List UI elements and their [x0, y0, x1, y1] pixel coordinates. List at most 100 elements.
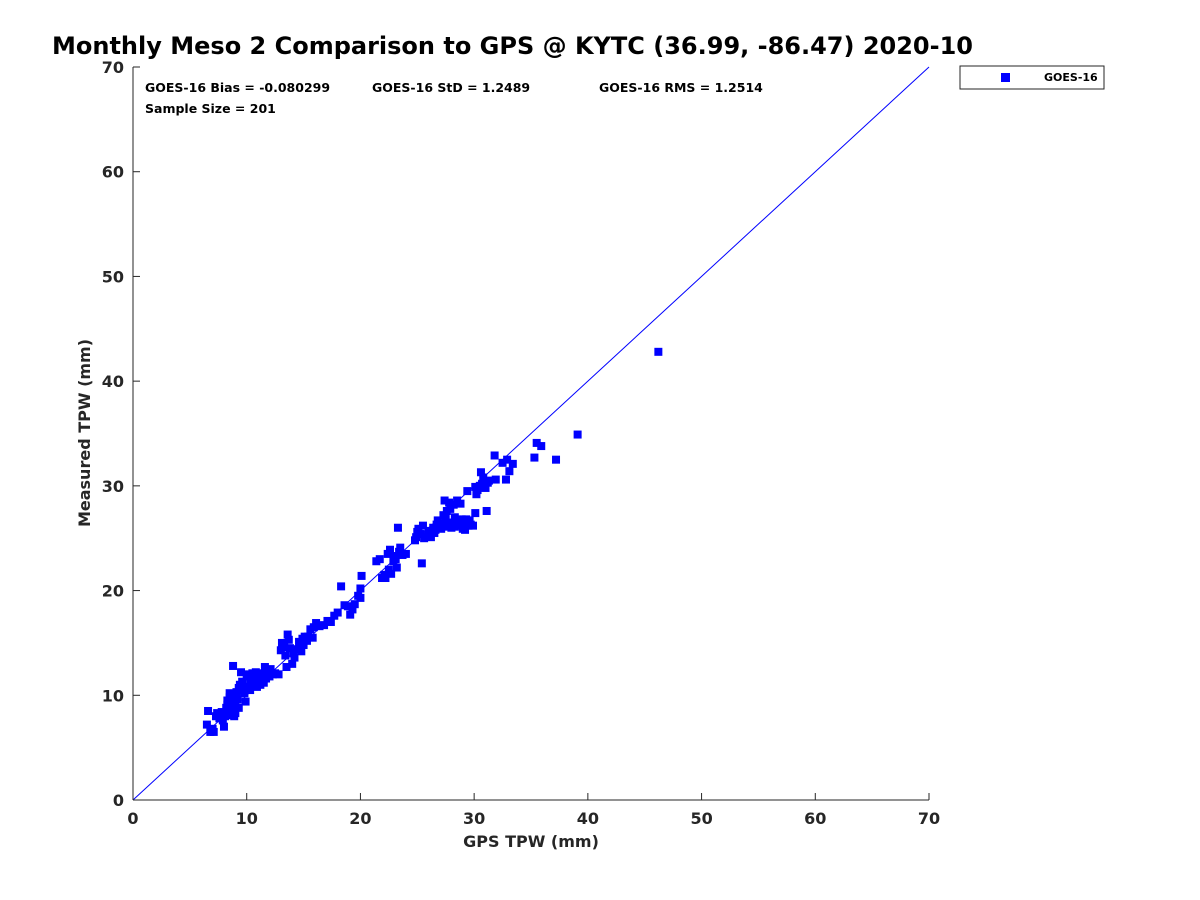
data-point: [445, 498, 454, 507]
data-point: [277, 638, 286, 647]
y-tick-label: 70: [102, 58, 124, 77]
x-tick-label: 60: [804, 809, 826, 828]
data-point: [243, 670, 252, 679]
data-point: [231, 709, 240, 718]
x-tick-label: 70: [918, 809, 940, 828]
data-point: [473, 486, 482, 495]
y-tick-label: 60: [102, 163, 124, 182]
data-point: [259, 678, 268, 687]
data-point: [226, 705, 235, 714]
y-axis: 0 10 20 30 40 50 60 70: [102, 58, 140, 810]
data-point: [422, 532, 431, 541]
data-point: [471, 509, 480, 518]
data-point: [343, 602, 352, 611]
data-point: [441, 513, 450, 522]
data-point: [240, 689, 249, 698]
legend-box: [959, 65, 1105, 90]
data-point: [234, 703, 243, 712]
data-point: [412, 533, 421, 542]
data-point: [337, 582, 346, 591]
data-point: [481, 483, 490, 492]
data-point: [449, 500, 458, 509]
data-point: [414, 524, 423, 533]
data-point: [333, 608, 342, 617]
data-point: [297, 647, 306, 656]
data-point: [348, 605, 357, 614]
x-tick-label: 0: [127, 809, 138, 828]
data-point: [304, 632, 313, 641]
data-point: [289, 649, 298, 658]
data-point: [440, 496, 449, 505]
data-point: [356, 584, 365, 593]
data-point: [463, 487, 472, 496]
data-point: [479, 473, 488, 482]
data-point: [233, 695, 242, 704]
data-point: [285, 644, 294, 653]
data-point: [260, 663, 269, 672]
data-point: [217, 708, 226, 717]
data-point: [457, 515, 466, 524]
data-point: [503, 455, 512, 464]
data-point: [450, 513, 459, 522]
y-axis-label: Measured TPW (mm): [75, 339, 94, 527]
data-point: [258, 669, 267, 678]
data-point: [491, 475, 500, 484]
data-point: [391, 555, 400, 564]
data-point: [282, 663, 291, 672]
y-tick-label: 0: [113, 791, 124, 810]
data-point: [356, 593, 365, 602]
y-tick-label: 30: [102, 477, 124, 496]
data-point: [225, 693, 234, 702]
data-point: [308, 633, 317, 642]
data-point: [384, 565, 393, 574]
data-point: [238, 677, 247, 686]
data-point: [281, 651, 290, 660]
data-point: [346, 610, 355, 619]
x-tick-label: 10: [236, 809, 258, 828]
data-point: [249, 674, 258, 683]
x-tick-label: 40: [577, 809, 599, 828]
data-point: [383, 549, 392, 558]
data-point: [350, 600, 359, 609]
data-point: [302, 636, 311, 645]
data-point: [357, 571, 366, 580]
sample-size-annotation: Sample Size = 201: [145, 101, 276, 116]
data-point: [482, 506, 491, 515]
data-point: [424, 526, 433, 535]
data-point: [254, 676, 263, 685]
data-point: [417, 559, 426, 568]
data-point: [320, 621, 329, 630]
data-point: [654, 347, 663, 356]
data-point: [396, 543, 405, 552]
data-point: [508, 459, 517, 468]
data-point: [393, 523, 402, 532]
data-point: [426, 533, 435, 542]
data-point: [284, 635, 293, 644]
data-point: [459, 519, 468, 528]
data-point: [392, 563, 401, 572]
data-point: [241, 697, 250, 706]
x-tick-label: 20: [349, 809, 371, 828]
data-point: [401, 549, 410, 558]
data-point: [315, 622, 324, 631]
std-annotation: GOES-16 StD = 1.2489: [372, 80, 530, 95]
data-point: [505, 467, 514, 476]
legend: GOES-16: [959, 65, 1105, 90]
data-point: [202, 720, 211, 729]
data-point: [290, 653, 299, 662]
y-tick-label: 50: [102, 267, 124, 286]
data-point: [387, 569, 396, 578]
y-tick-label: 40: [102, 372, 124, 391]
data-point: [299, 641, 308, 650]
data-point: [251, 668, 260, 677]
data-point: [476, 468, 485, 477]
data-point: [418, 521, 427, 530]
data-point: [532, 438, 541, 447]
data-point: [433, 516, 442, 525]
x-axis-label: GPS TPW (mm): [463, 832, 599, 851]
data-point: [292, 645, 301, 654]
data-point: [456, 499, 465, 508]
x-tick-label: 30: [463, 809, 485, 828]
data-point: [224, 711, 233, 720]
